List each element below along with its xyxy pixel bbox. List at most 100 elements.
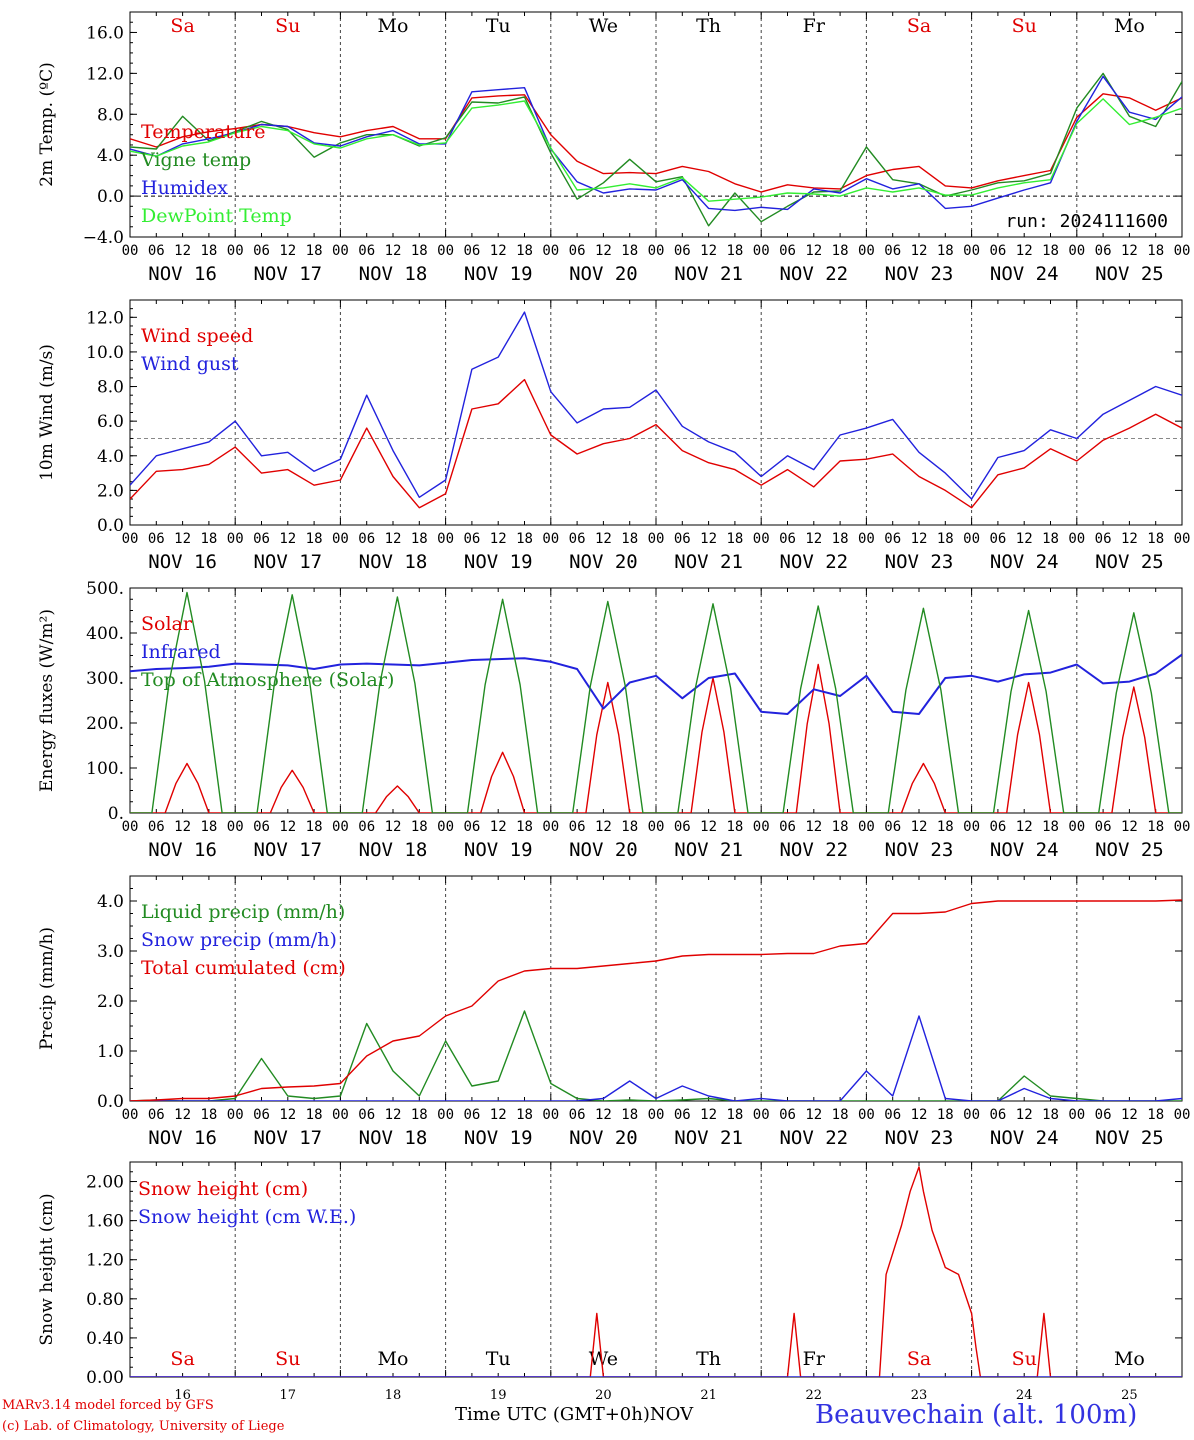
panel-energy: 0. 100. 200. 300. 400. 500. Energy fluxes (W/m… [37, 579, 1190, 861]
hour-label: 06 [569, 531, 586, 547]
hour-label: 00 [227, 819, 244, 835]
plot-area [130, 591, 1182, 813]
y-tick-label: 4.0 [97, 447, 124, 467]
day-label: NOV 21 [674, 551, 743, 573]
hour-label: 12 [174, 819, 191, 835]
weekday-label: Su [275, 15, 300, 37]
station-name: Beauvechain (alt. 100m) [815, 1400, 1138, 1430]
day-label: NOV 20 [569, 263, 638, 285]
hour-label: 06 [358, 819, 375, 835]
hour-label: 06 [463, 531, 480, 547]
hour-label: 12 [1016, 243, 1033, 259]
hour-label: 12 [911, 243, 928, 259]
hour-label: 12 [911, 1107, 928, 1123]
hour-label: 00 [332, 1107, 349, 1123]
hour-label: 12 [490, 243, 507, 259]
series-line-green [130, 72, 1182, 227]
series-line-green [130, 591, 1182, 813]
plot-area [130, 311, 1182, 509]
hour-label: 12 [385, 1107, 402, 1123]
legend-entry: Vigne temp [140, 149, 251, 171]
day-label: NOV 25 [1095, 263, 1164, 285]
hour-label: 06 [674, 1107, 691, 1123]
hour-label: 06 [674, 531, 691, 547]
series-line-red [130, 899, 1182, 1101]
legend-entry: Wind gust [141, 353, 239, 375]
weekday-label: We [589, 1348, 618, 1370]
hour-label: 06 [148, 243, 165, 259]
hour-label: 00 [332, 531, 349, 547]
hour-label: 00 [542, 531, 559, 547]
hour-label: 00 [648, 1107, 665, 1123]
day-number-label: 16 [174, 1388, 191, 1403]
hour-label: 18 [1147, 1107, 1164, 1123]
run-annotation: run: 2024111600 [1005, 211, 1168, 232]
day-label: NOV 22 [779, 551, 848, 573]
y-axis-label: Snow height (cm) [37, 1193, 57, 1345]
hour-label: 00 [1174, 1107, 1191, 1123]
hour-label: 00 [1068, 819, 1085, 835]
y-tick-label: 0.0 [97, 1092, 124, 1112]
y-tick-label: 0.0 [97, 187, 124, 207]
y-tick-label: 2.0 [97, 481, 124, 501]
y-tick-label: 0.0 [97, 516, 124, 536]
day-label: NOV 19 [464, 263, 533, 285]
weekday-label: Mo [1114, 15, 1145, 37]
day-label: NOV 20 [569, 839, 638, 861]
day-label: NOV 21 [674, 263, 743, 285]
day-label: NOV 18 [359, 551, 428, 573]
hour-label: 18 [937, 531, 954, 547]
plot-area [130, 899, 1182, 1101]
hour-label: 12 [174, 531, 191, 547]
y-tick-label: 2.00 [86, 1173, 124, 1193]
day-number-label: 18 [385, 1388, 402, 1403]
series-line-blue [130, 1015, 1182, 1101]
legend-entry: Humidex [141, 177, 228, 199]
weekday-label: Tu [486, 15, 511, 37]
hour-label: 00 [648, 243, 665, 259]
y-tick-label: 10.0 [86, 343, 124, 363]
day-label: NOV 20 [569, 1127, 638, 1149]
hour-label: 18 [200, 531, 217, 547]
legend-entry: Snow height (cm W.E.) [138, 1206, 356, 1228]
day-label: NOV 25 [1095, 839, 1164, 861]
hour-label: 00 [858, 243, 875, 259]
y-tick-label: 16.0 [86, 23, 124, 43]
series-line-red [130, 378, 1182, 509]
hour-label: 06 [884, 819, 901, 835]
hour-label: 06 [569, 243, 586, 259]
hour-label: 06 [779, 243, 796, 259]
panel-frame [129, 299, 1183, 526]
y-tick-label: 6.0 [97, 412, 124, 432]
hour-label: 06 [989, 531, 1006, 547]
hour-label: 12 [1121, 819, 1138, 835]
hour-label: 12 [385, 243, 402, 259]
weekday-label: Sa [170, 1348, 194, 1370]
hour-label: 18 [726, 243, 743, 259]
hour-label: 06 [253, 1107, 270, 1123]
day-label: NOV 17 [253, 551, 322, 573]
y-axis-label: 2m Temp. (ºC) [37, 62, 57, 187]
hour-label: 06 [569, 819, 586, 835]
hour-label: 00 [437, 243, 454, 259]
y-tick-label: 12.0 [86, 64, 124, 84]
day-label: NOV 22 [779, 263, 848, 285]
day-label: NOV 18 [359, 263, 428, 285]
day-label: NOV 19 [464, 1127, 533, 1149]
legend-entry: Solar [141, 613, 193, 635]
hour-label: 06 [1095, 1107, 1112, 1123]
hour-label: 12 [1016, 819, 1033, 835]
legend-entry: Liquid precip (mm/h) [141, 901, 345, 923]
panel-frame [129, 11, 1183, 238]
hour-label: 00 [1068, 243, 1085, 259]
legend-entry: Total cumulated (cm) [141, 957, 346, 979]
panel-snow: 0.00 0.40 0.80 1.20 1.60 2.00 Snow height (cm)… [37, 1161, 1183, 1403]
y-tick-label: 8.0 [97, 105, 124, 125]
hour-label: 06 [253, 819, 270, 835]
weekday-label: Fr [803, 15, 826, 37]
hour-label: 18 [621, 243, 638, 259]
hour-label: 12 [911, 531, 928, 547]
hour-label: 12 [595, 531, 612, 547]
hour-label: 00 [753, 531, 770, 547]
y-tick-label: 1.20 [86, 1251, 124, 1271]
